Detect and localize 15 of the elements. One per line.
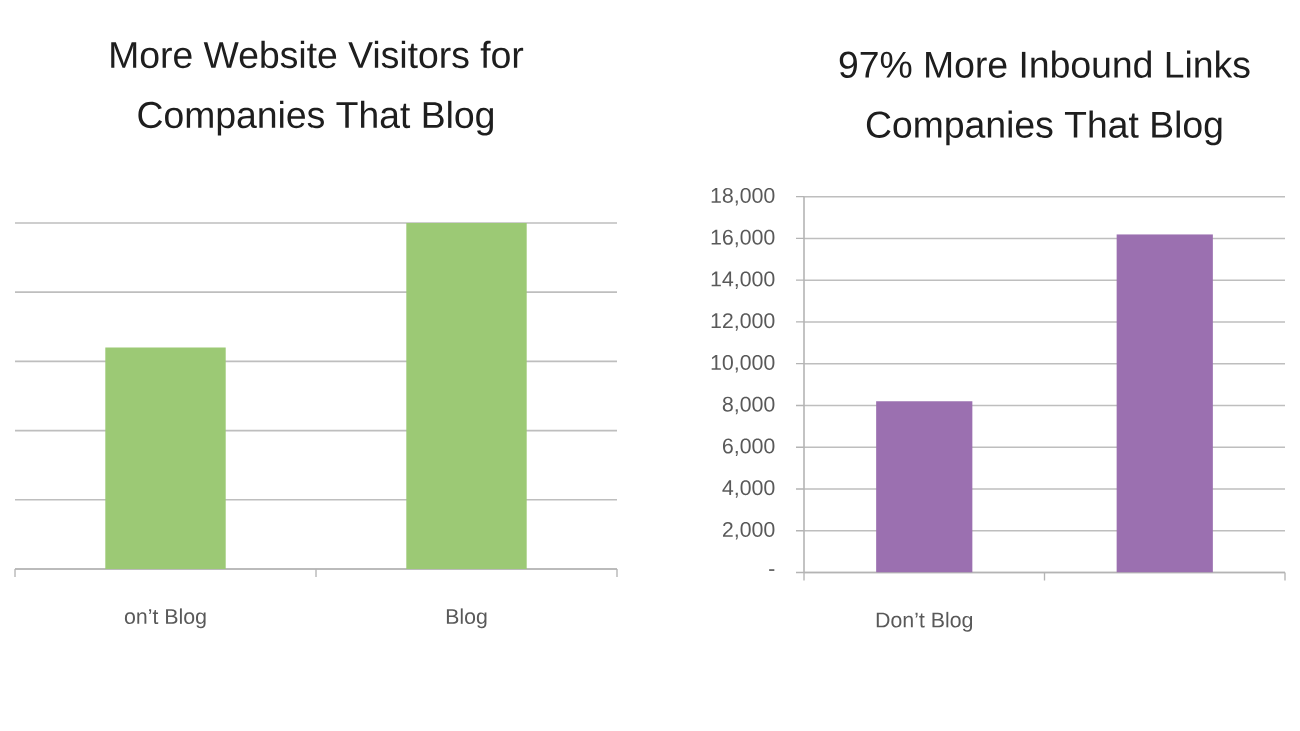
y-tick-label: 6,000 xyxy=(722,438,775,457)
y-tick-label: 10,000 xyxy=(711,354,775,373)
y-tick-label: 18,000 xyxy=(711,187,775,206)
chart-title: More Website Visitors for Companies That Blog xyxy=(111,40,524,136)
x-tick-label: on’t Blog xyxy=(124,608,206,629)
y-tick-label: 8,000 xyxy=(722,396,775,415)
y-tick-label: 16,000 xyxy=(711,229,775,248)
y-tick-label: 2,000 xyxy=(722,521,775,540)
x-tick-label: Don’t Blog xyxy=(876,611,973,632)
chart-title: 97% More Inbound Links Companies That Blog xyxy=(839,50,1250,146)
y-tick-label: 4,000 xyxy=(722,480,775,498)
y-tick-label: - xyxy=(769,569,775,571)
x-tick-label: Blog xyxy=(446,608,487,629)
y-tick-label: 14,000 xyxy=(711,271,775,289)
y-tick-label: 12,000 xyxy=(711,313,775,331)
